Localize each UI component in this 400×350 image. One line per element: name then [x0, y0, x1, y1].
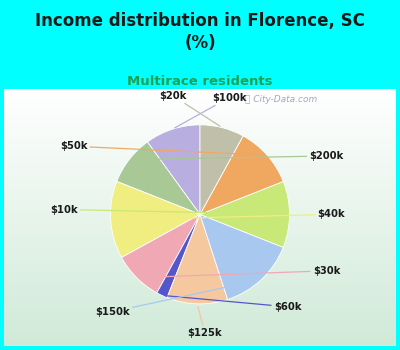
Text: $50k: $50k [60, 141, 264, 155]
Text: ⓘ City-Data.com: ⓘ City-Data.com [244, 95, 317, 104]
Text: $150k: $150k [95, 280, 258, 317]
Wedge shape [200, 125, 243, 214]
Wedge shape [200, 136, 283, 214]
Wedge shape [200, 181, 290, 247]
Text: Income distribution in Florence, SC
(%): Income distribution in Florence, SC (%) [35, 12, 365, 52]
Text: $30k: $30k [140, 266, 340, 278]
Text: $125k: $125k [188, 307, 222, 338]
Wedge shape [122, 214, 200, 293]
Wedge shape [157, 214, 200, 298]
Text: $10k: $10k [50, 204, 287, 215]
Wedge shape [110, 181, 200, 258]
Wedge shape [200, 214, 283, 300]
Wedge shape [147, 125, 200, 214]
Text: Multirace residents: Multirace residents [127, 75, 273, 88]
Wedge shape [167, 214, 228, 304]
Text: $20k: $20k [159, 91, 220, 126]
Text: $60k: $60k [165, 296, 301, 312]
Text: $40k: $40k [114, 209, 345, 220]
Text: $100k: $100k [175, 93, 246, 128]
Text: $200k: $200k [132, 151, 344, 161]
Wedge shape [117, 142, 200, 214]
